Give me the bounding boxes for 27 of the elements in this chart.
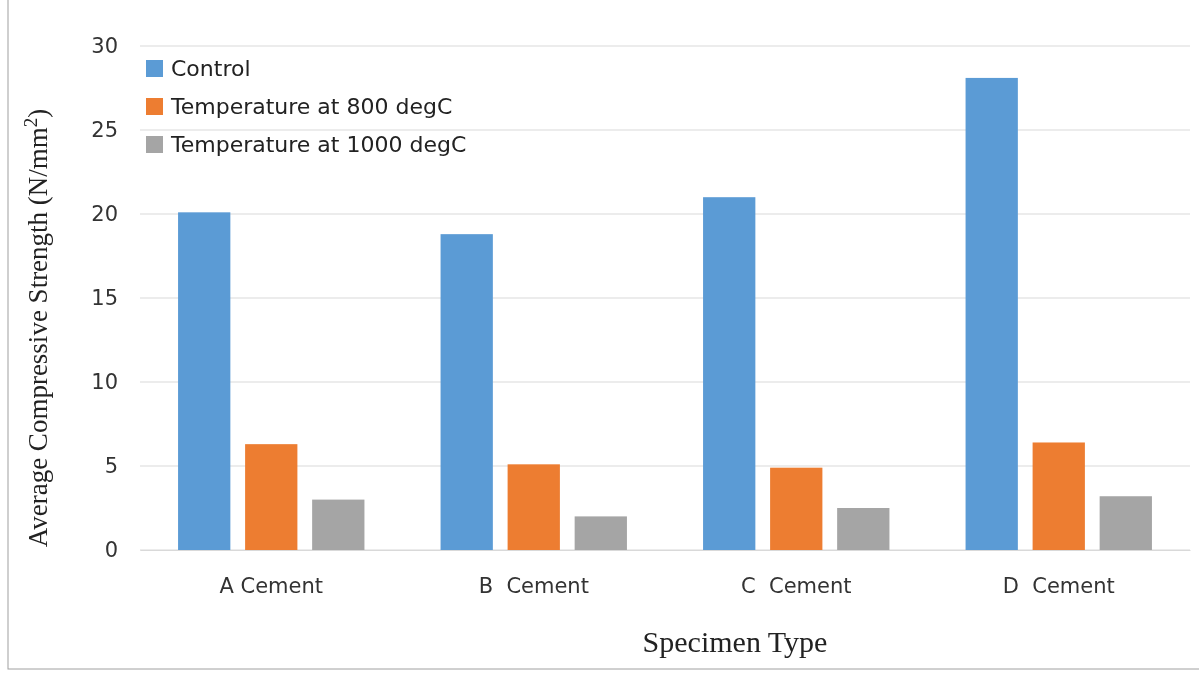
bar <box>178 212 231 550</box>
bar <box>770 467 823 550</box>
x-tick-label: C Cement <box>740 573 852 598</box>
bar <box>703 197 756 550</box>
x-axis-title: Specimen Type <box>642 625 828 658</box>
y-tick-label: 10 <box>91 370 118 395</box>
y-tick-label: 0 <box>104 538 118 563</box>
y-tick-label: 20 <box>91 202 118 227</box>
y-tick-label: 5 <box>104 454 118 479</box>
x-tick-label: B Cement <box>478 573 589 598</box>
bar <box>837 508 890 550</box>
bar <box>574 516 627 550</box>
legend-label: Control <box>171 56 251 81</box>
x-tick-label: D Cement <box>1002 573 1115 598</box>
y-tick-label: 15 <box>91 286 118 311</box>
bar <box>312 499 365 550</box>
bar <box>440 234 493 550</box>
y-tick-label: 30 <box>91 34 118 59</box>
x-tick-label: A Cement <box>219 573 324 598</box>
legend-label: Temperature at 1000 degC <box>170 132 467 157</box>
y-tick-label: 25 <box>91 118 118 143</box>
bar <box>965 77 1018 550</box>
bar <box>1099 496 1152 550</box>
legend-label: Temperature at 800 degC <box>170 94 453 119</box>
bar <box>1032 442 1085 550</box>
bar <box>507 464 560 550</box>
bar <box>245 444 298 550</box>
